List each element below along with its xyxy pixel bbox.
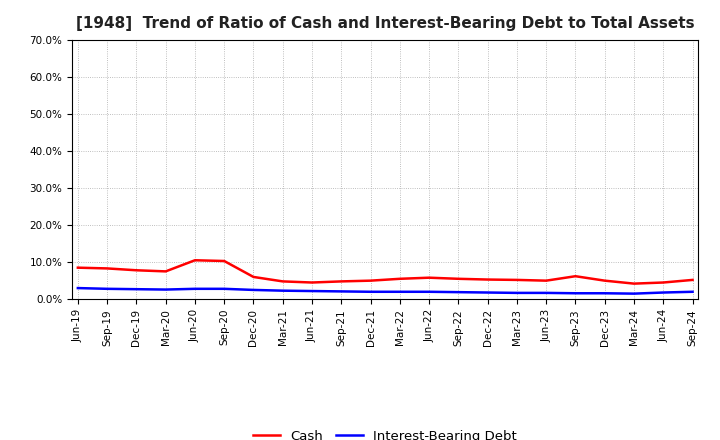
Interest-Bearing Debt xyxy=(366,289,375,294)
Interest-Bearing Debt xyxy=(103,286,112,291)
Interest-Bearing Debt xyxy=(395,289,404,294)
Cash xyxy=(600,278,609,283)
Interest-Bearing Debt xyxy=(161,287,170,292)
Cash xyxy=(249,274,258,279)
Cash xyxy=(483,277,492,282)
Cash xyxy=(161,269,170,274)
Interest-Bearing Debt xyxy=(630,291,639,296)
Interest-Bearing Debt xyxy=(600,291,609,296)
Interest-Bearing Debt xyxy=(483,290,492,295)
Cash xyxy=(688,277,697,282)
Interest-Bearing Debt xyxy=(542,290,551,296)
Cash xyxy=(103,266,112,271)
Cash xyxy=(337,279,346,284)
Interest-Bearing Debt xyxy=(337,289,346,294)
Cash xyxy=(191,258,199,263)
Cash xyxy=(132,268,140,273)
Cash xyxy=(279,279,287,284)
Interest-Bearing Debt xyxy=(307,288,316,293)
Cash xyxy=(542,278,551,283)
Cash xyxy=(659,280,667,285)
Interest-Bearing Debt xyxy=(425,289,433,294)
Interest-Bearing Debt xyxy=(454,290,463,295)
Interest-Bearing Debt xyxy=(249,287,258,293)
Line: Interest-Bearing Debt: Interest-Bearing Debt xyxy=(78,288,693,293)
Interest-Bearing Debt xyxy=(279,288,287,293)
Interest-Bearing Debt xyxy=(132,286,140,292)
Interest-Bearing Debt xyxy=(513,290,521,296)
Interest-Bearing Debt xyxy=(688,289,697,294)
Cash xyxy=(307,280,316,285)
Cash xyxy=(513,277,521,282)
Title: [1948]  Trend of Ratio of Cash and Interest-Bearing Debt to Total Assets: [1948] Trend of Ratio of Cash and Intere… xyxy=(76,16,695,32)
Interest-Bearing Debt xyxy=(659,290,667,295)
Interest-Bearing Debt xyxy=(571,291,580,296)
Line: Cash: Cash xyxy=(78,260,693,284)
Cash xyxy=(395,276,404,282)
Interest-Bearing Debt xyxy=(73,286,82,291)
Cash xyxy=(425,275,433,280)
Cash xyxy=(366,278,375,283)
Cash xyxy=(220,258,228,264)
Interest-Bearing Debt xyxy=(191,286,199,291)
Interest-Bearing Debt xyxy=(220,286,228,291)
Cash xyxy=(454,276,463,282)
Cash xyxy=(630,281,639,286)
Cash xyxy=(73,265,82,270)
Cash xyxy=(571,274,580,279)
Legend: Cash, Interest-Bearing Debt: Cash, Interest-Bearing Debt xyxy=(248,425,522,440)
